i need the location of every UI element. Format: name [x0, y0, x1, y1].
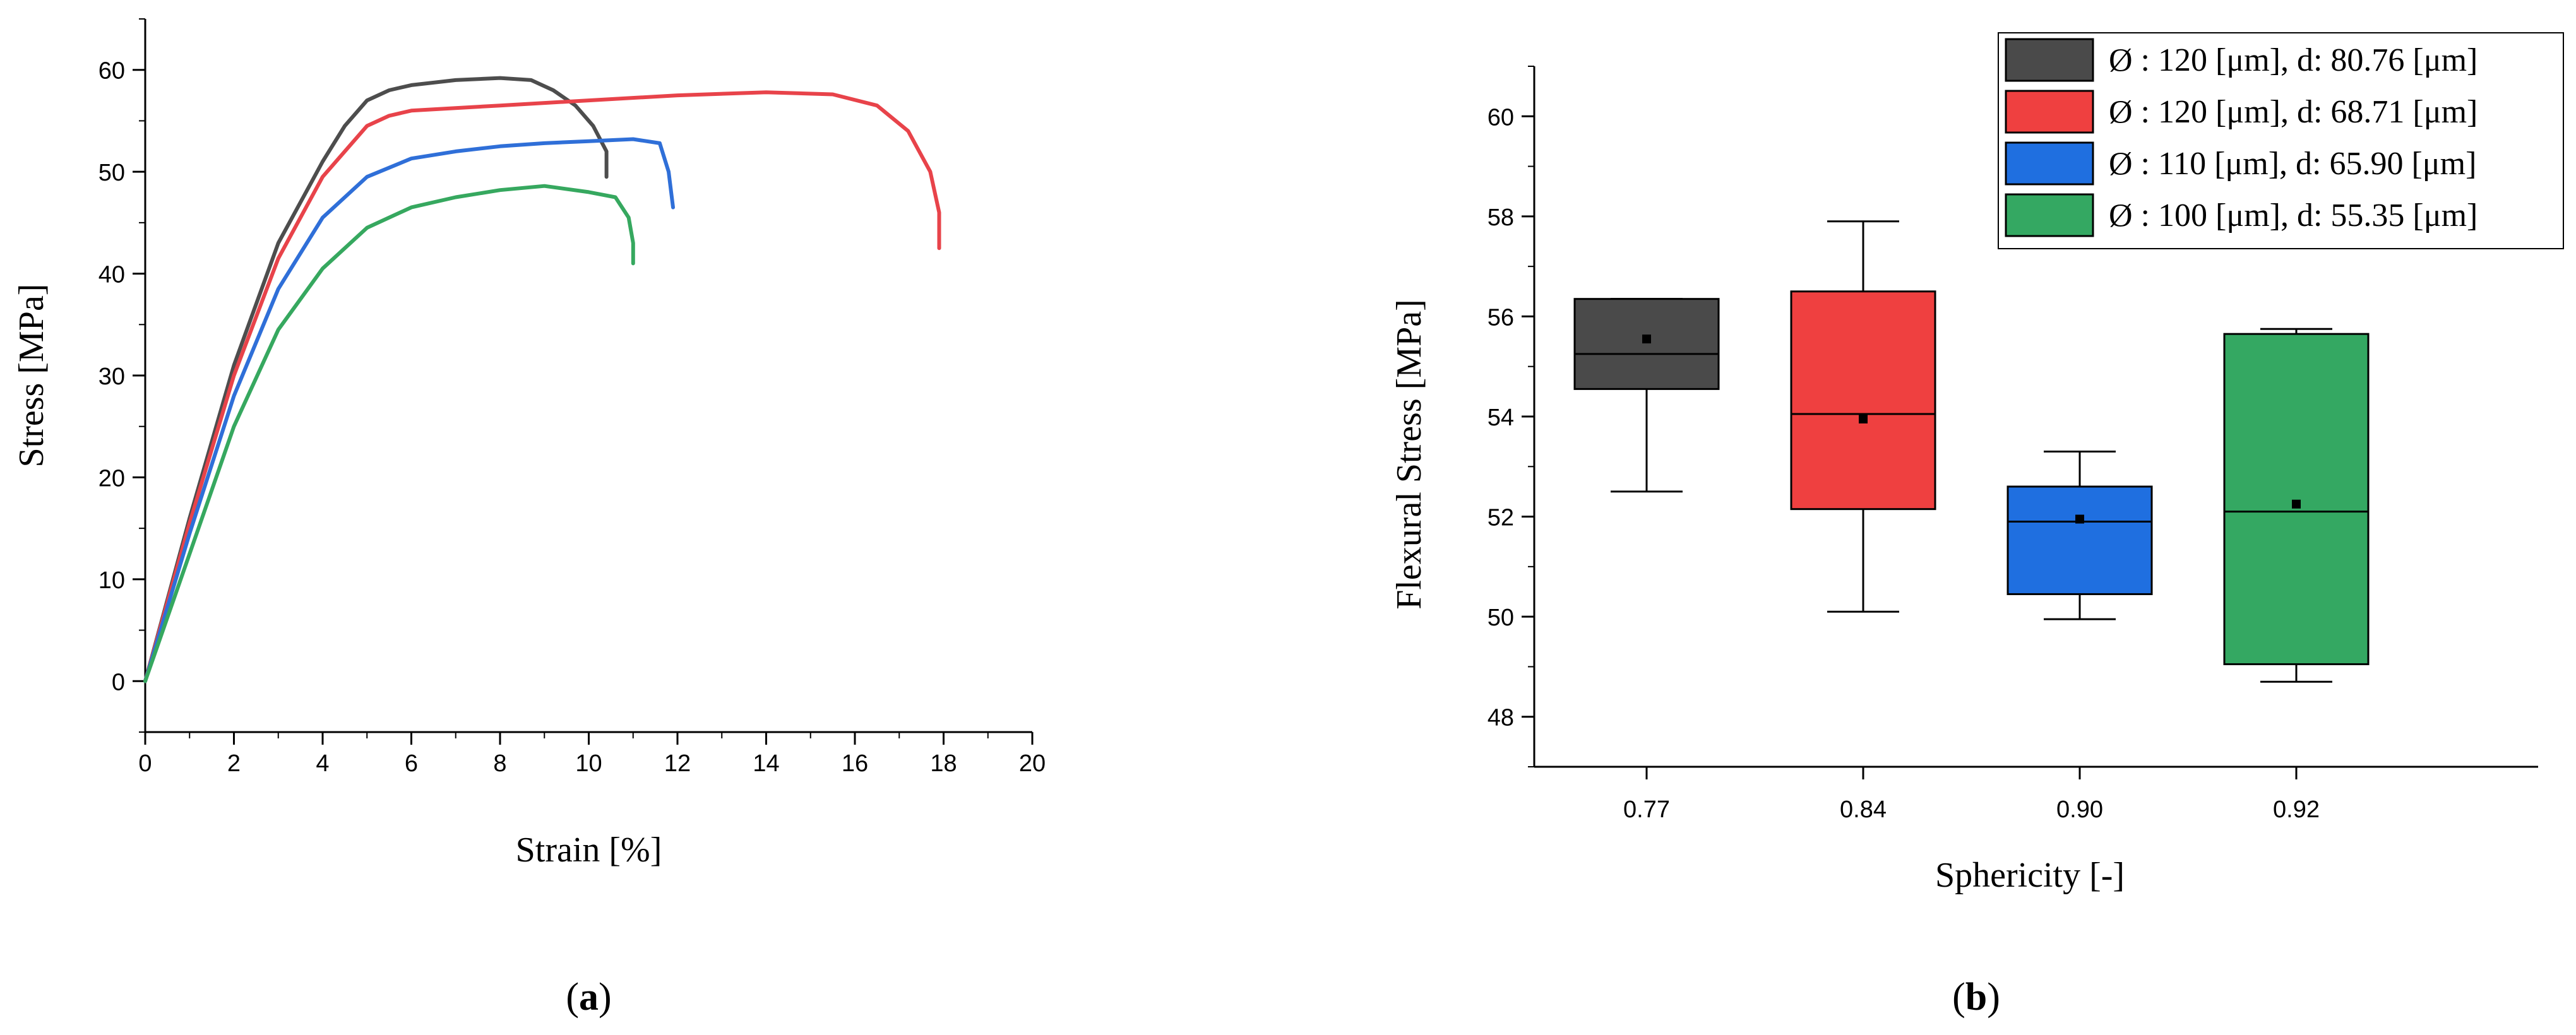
x-tick-label: 0.84 [1840, 796, 1887, 823]
legend-entry-1: Ø : 120 [μm], d: 80.76 [μm] [2109, 42, 2478, 78]
panel-label-a: (a) [566, 976, 611, 1019]
box-0.84 [1790, 220, 1936, 613]
x-tick-label: 20 [1019, 750, 1046, 777]
panel-b-flexural-box-chart: 48 50 52 54 56 58 60 0.77 0.84 0.90 0.92 Sphericity… [1390, 32, 2564, 1019]
series-line-1 [143, 76, 609, 683]
y-tick-label: 50 [1488, 605, 1514, 631]
y-tick-label: 60 [1488, 104, 1514, 131]
x-tick-label: 8 [493, 750, 506, 777]
x-axis-title: Strain [%] [516, 831, 662, 870]
y-tick-label: 52 [1488, 505, 1514, 531]
box-iqr [2223, 333, 2370, 665]
y-axis-title: Flexural Stress [MPa] [1390, 299, 1429, 610]
y-axis-title: Stress [MPa] [12, 284, 51, 468]
legend-entry-3: Ø : 110 [μm], d: 65.90 [μm] [2109, 146, 2476, 182]
box-iqr [1790, 290, 1936, 511]
legend: Ø : 120 [μm], d: 80.76 [μm] Ø : 120 [μm],… [1998, 32, 2564, 249]
x-tick-label: 10 [575, 750, 602, 777]
x-tick-label: 0.77 [1623, 796, 1670, 823]
x-tick-label: 18 [930, 750, 957, 777]
mean-marker [1859, 414, 1868, 423]
box-iqr [1573, 298, 1720, 390]
legend-swatch-4 [2005, 193, 2094, 237]
y-tick-label: 40 [98, 262, 125, 288]
y-tick-label: 20 [98, 465, 125, 492]
x-tick-label: 0.92 [2273, 796, 2320, 823]
x-tick-label: 6 [405, 750, 418, 777]
box-0.77 [1573, 298, 1720, 493]
y-tick-label: 54 [1488, 405, 1514, 431]
series-line-2 [143, 90, 941, 683]
x-tick-label: 12 [664, 750, 691, 777]
y-tick-label: 10 [98, 567, 125, 594]
legend-entry-2: Ø : 120 [μm], d: 68.71 [μm] [2109, 94, 2478, 130]
series-line-3 [143, 137, 675, 683]
legend-entry-4: Ø : 100 [μm], d: 55.35 [μm] [2109, 198, 2478, 234]
y-tick-label: 58 [1488, 204, 1514, 231]
box-0.92 [2223, 328, 2370, 683]
series-line-4 [143, 184, 635, 683]
y-tick-label: 56 [1488, 304, 1514, 331]
x-tick-label: 14 [753, 750, 779, 777]
legend-swatch-2 [2005, 90, 2094, 134]
x-tick-label: 0.90 [2056, 796, 2103, 823]
y-tick-label: 50 [98, 160, 125, 186]
panel-a-stress-strain-chart: 0 2 4 6 8 10 12 14 16 18 20 0 10 20 30 40 50 60 Strain [%]… [12, 18, 1046, 1019]
x-axis-title: Sphericity [-] [1935, 856, 2125, 895]
x-tick-label: 16 [842, 750, 868, 777]
legend-swatch-3 [2005, 141, 2094, 186]
y-tick-label: 48 [1488, 705, 1514, 731]
mean-marker [2292, 499, 2301, 509]
y-tick-label: 30 [98, 364, 125, 390]
x-tick-label: 0 [138, 750, 152, 777]
x-tick-label: 4 [316, 750, 329, 777]
legend-swatch-1 [2005, 38, 2094, 82]
y-tick-label: 60 [98, 58, 125, 85]
box-iqr [2007, 485, 2153, 595]
x-tick-label: 2 [227, 750, 241, 777]
mean-marker [2075, 514, 2084, 524]
panel-label-b: (b) [1952, 976, 2000, 1019]
y-tick-label: 0 [112, 669, 125, 695]
mean-marker [1642, 334, 1651, 344]
box-0.90 [2007, 451, 2153, 620]
